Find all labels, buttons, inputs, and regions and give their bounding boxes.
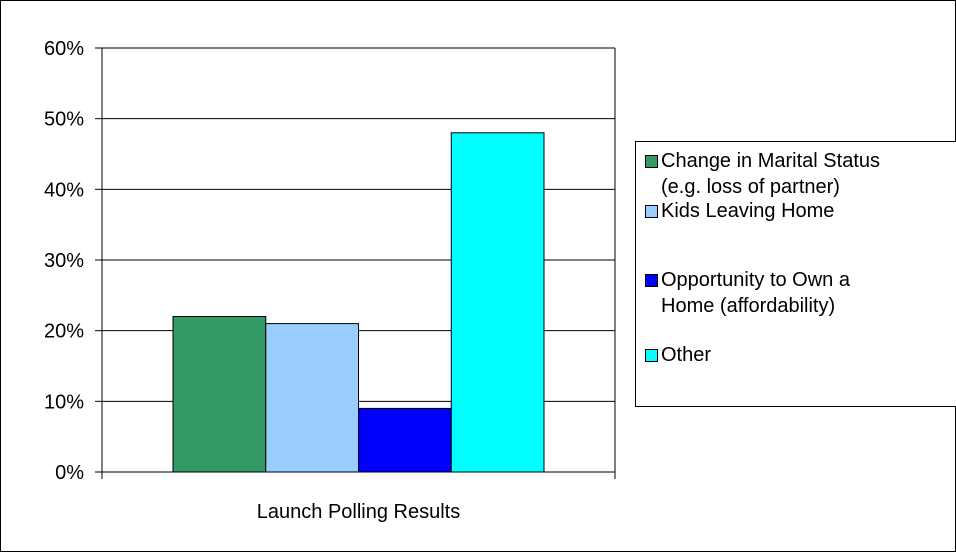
bar <box>265 323 359 473</box>
legend-label-line2: Home (affordability) <box>661 295 836 317</box>
y-tick-labels: 0% 10% 20% 30% 40% 50% 60% <box>44 38 84 484</box>
bar <box>358 407 452 473</box>
legend-swatch <box>645 349 658 362</box>
legend-swatch <box>645 274 658 287</box>
legend-swatch <box>645 205 658 218</box>
axes <box>95 47 616 479</box>
legend-item-own-home: Opportunity to Own a Home (affordability… <box>645 267 850 319</box>
bars <box>172 132 545 473</box>
x-category-label: Launch Polling Results <box>257 501 460 523</box>
bar <box>450 132 545 473</box>
legend-label-line1: Kids Leaving Home <box>661 200 835 222</box>
y-tick-label: 10% <box>44 391 84 413</box>
bar <box>172 316 267 473</box>
legend-swatch <box>645 155 658 168</box>
legend-item-marital-status: Change in Marital Status (e.g. loss of p… <box>645 148 880 200</box>
legend-item-other: Other <box>645 342 711 368</box>
y-tick-label: 60% <box>44 38 84 60</box>
legend-item-kids-leaving-home: Kids Leaving Home <box>645 198 834 224</box>
legend: Change in Marital Status (e.g. loss of p… <box>635 141 956 407</box>
legend-label-line2: (e.g. loss of partner) <box>661 176 840 198</box>
y-tick-label: 50% <box>44 109 84 131</box>
y-tick-label: 0% <box>55 462 84 484</box>
y-tick-label: 40% <box>44 179 84 201</box>
legend-label-line1: Opportunity to Own a <box>661 269 850 291</box>
y-tick-label: 20% <box>44 321 84 343</box>
legend-label-line1: Change in Marital Status <box>661 150 881 172</box>
legend-label-line1: Other <box>661 344 712 366</box>
x-category-labels: Launch Polling Results <box>257 501 460 523</box>
y-tick-label: 30% <box>44 250 84 272</box>
